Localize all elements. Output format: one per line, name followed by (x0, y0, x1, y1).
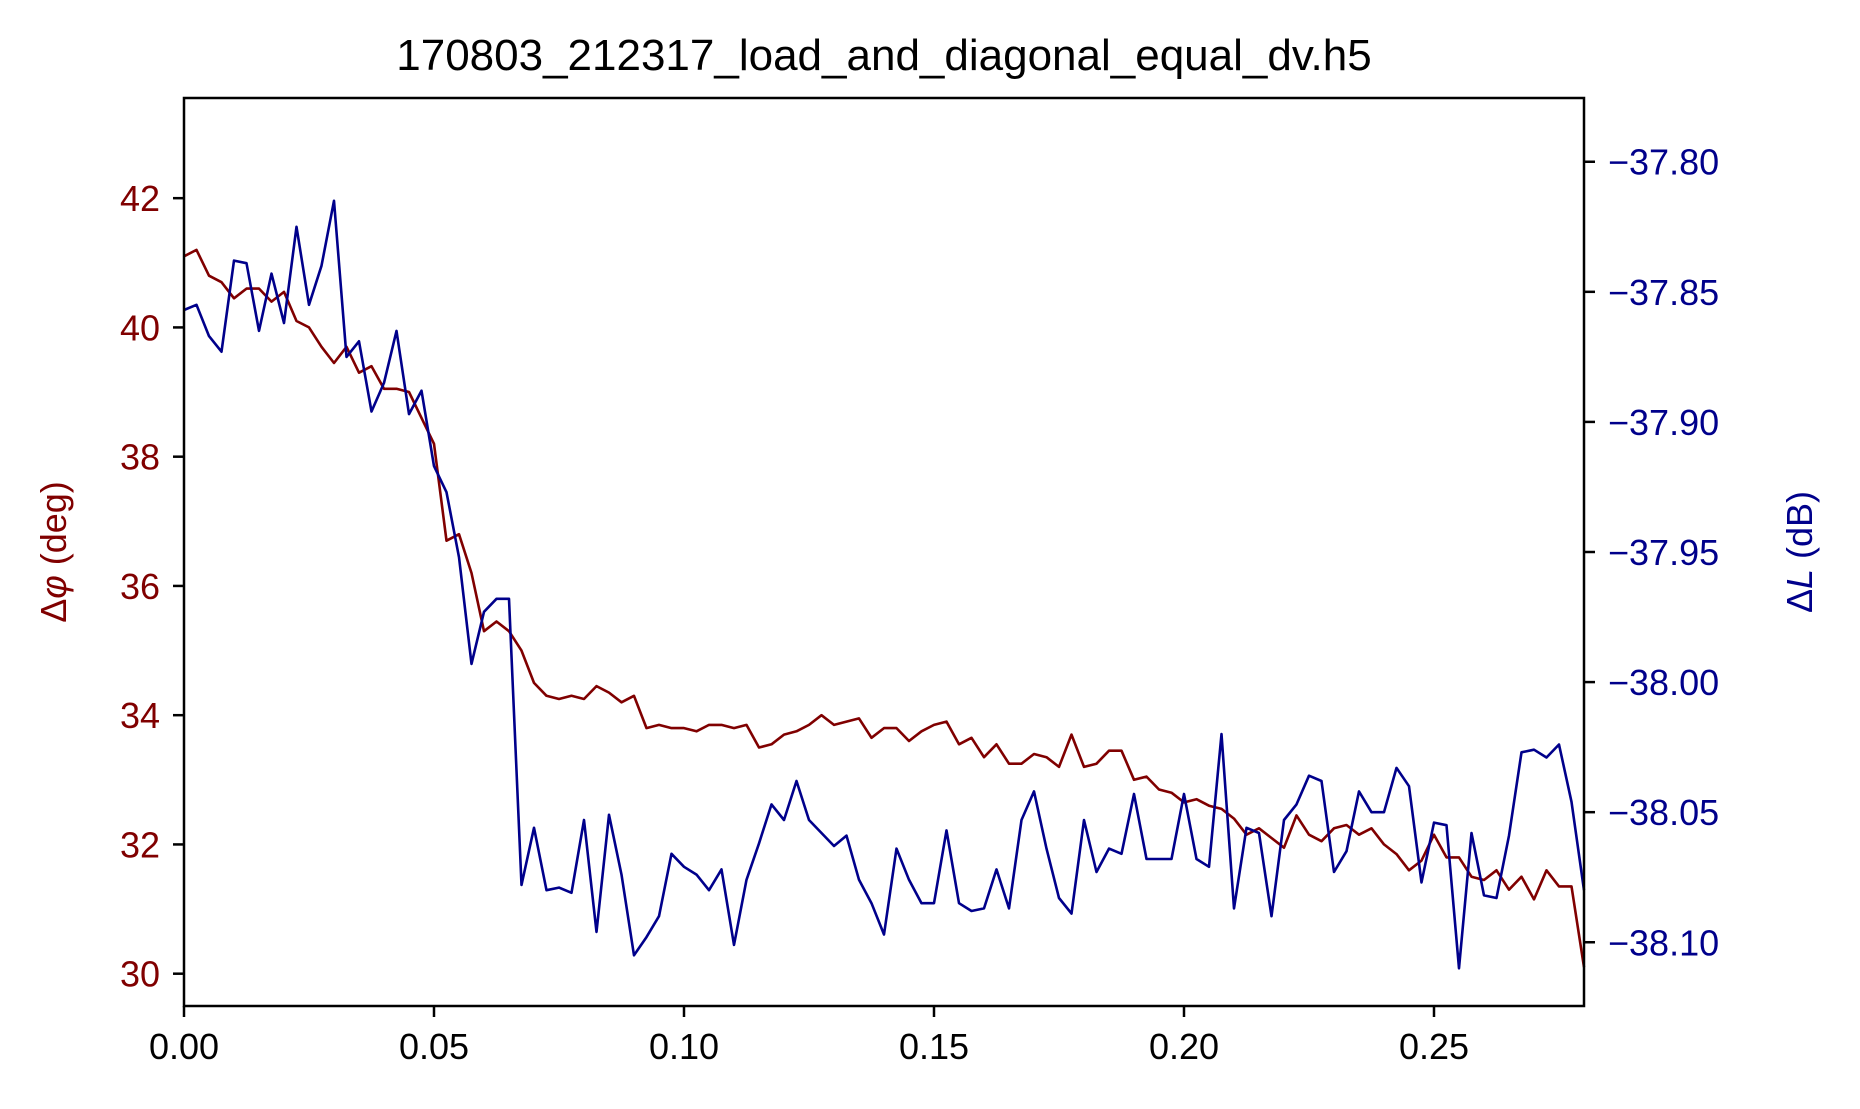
left-y-axis-label: Δφ (deg) (33, 481, 74, 623)
right-y-tick-label: −37.80 (1608, 142, 1719, 183)
x-tick-label: 0.10 (649, 1026, 719, 1067)
chart-title: 170803_212317_load_and_diagonal_equal_dv… (396, 31, 1371, 80)
left-y-label-delta: Δ (33, 599, 74, 623)
x-tick-label: 0.00 (149, 1026, 219, 1067)
left-y-tick-label: 40 (120, 307, 160, 348)
left-y-tick-label: 30 (120, 954, 160, 995)
series-line-2-right (183, 199, 1586, 970)
left-y-label-symbol: φ (33, 575, 74, 598)
left-y-axis: 30 32 34 36 38 40 42 (120, 178, 184, 995)
right-y-tick-label: −38.10 (1608, 922, 1719, 963)
right-y-axis: −37.80 −37.85 −37.90 −37.95 −38.00 −38.05 −38.… (1584, 142, 1719, 963)
x-tick-label: 0.20 (1149, 1026, 1219, 1067)
right-y-tick-label: −38.00 (1608, 662, 1719, 703)
x-axis: 0.00 0.05 0.10 0.15 0.20 0.25 (149, 1006, 1469, 1067)
plot-lines (183, 199, 1586, 970)
right-y-tick-label: −37.95 (1608, 532, 1719, 573)
series-line-1-left (183, 248, 1586, 968)
plot-frame (182, 96, 1586, 1008)
right-y-label-symbol: L (1779, 569, 1820, 589)
x-tick-label: 0.15 (899, 1026, 969, 1067)
x-tick-label: 0.25 (1399, 1026, 1469, 1067)
right-y-tick-label: −37.90 (1608, 402, 1719, 443)
left-y-tick-label: 34 (120, 695, 160, 736)
right-y-label-unit: (dB) (1779, 491, 1820, 569)
right-y-axis-label: ΔL (dB) (1779, 491, 1820, 613)
right-y-label-delta: Δ (1779, 589, 1820, 613)
left-y-tick-label: 42 (120, 178, 160, 219)
left-y-tick-label: 32 (120, 824, 160, 865)
left-y-tick-label: 38 (120, 437, 160, 478)
right-y-tick-label: −38.05 (1608, 792, 1719, 833)
x-tick-label: 0.05 (399, 1026, 469, 1067)
left-y-tick-label: 36 (120, 566, 160, 607)
left-y-label-unit: (deg) (33, 481, 74, 575)
right-y-tick-label: −37.85 (1608, 272, 1719, 313)
